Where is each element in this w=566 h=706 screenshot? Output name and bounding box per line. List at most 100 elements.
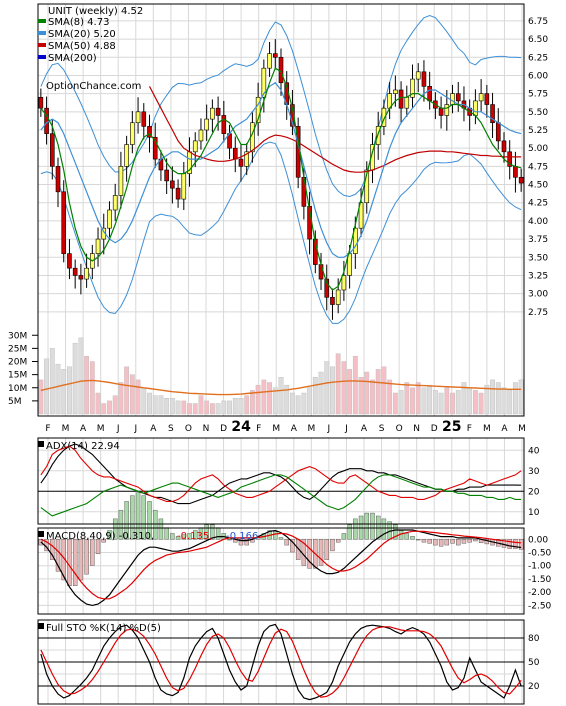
sma20-line [40,81,522,258]
macd-histogram-bar [72,539,78,587]
macd-histogram-bar [273,531,278,540]
x-axis-label: 24 [231,419,251,435]
legend-swatch [38,55,46,59]
volume-bar [152,395,158,415]
candle-body [255,96,261,124]
volume-bar [255,384,261,415]
x-axis-label: M [307,424,315,434]
macd-histogram-bar [107,530,112,540]
volume-bar [278,377,284,415]
volume-bar [375,369,381,415]
macd-histogram-bar [284,539,289,546]
x-axis-label: A [150,424,157,434]
price-tick-label: 4.00 [528,217,548,227]
candle-body [358,202,364,229]
macd-histogram-bar [501,539,507,548]
macd-histogram-bar [456,539,461,546]
volume-panel [38,337,524,415]
candle-body [118,166,124,196]
macd-histogram-bar [95,539,101,555]
candle-body [124,144,129,167]
macd-histogram-bar [341,533,347,540]
candle-body [49,133,55,167]
x-axis-label: O [396,424,403,434]
label-layer: 6.75 6.50 6.25 6.00 5.75 5.50 5.25 5.00 4.75 4.50… [8,6,552,692]
volume-tick-label: 25M [8,344,27,354]
macd-title-part: -0.166 [226,531,258,542]
macd-histogram-bar [238,539,244,546]
panel-border [37,3,525,417]
volume-bar [215,403,221,415]
macd-histogram-bar [444,539,450,546]
volume-bar [495,382,501,415]
volume-bar [415,382,421,415]
candle-body [450,93,455,105]
volume-bar [358,377,364,415]
panel-frames [32,3,525,705]
macd-tick-label: -2.50 [528,601,552,611]
candle-body [518,176,524,184]
candle-body [221,115,227,134]
macd-histogram-bar [118,509,124,540]
x-axis-label: N [203,424,210,434]
sto-tick-label: 80 [528,634,540,644]
volume-bar [261,379,267,415]
macd-histogram-bar [193,530,198,540]
x-axis-label: J [344,424,348,434]
volume-bar [95,392,101,415]
stochastic-panel [38,623,524,701]
x-axis-label: S [168,424,174,434]
adx-tick-label: 10 [528,508,540,518]
candle-body [61,191,67,254]
macd-histogram-bar [135,492,141,540]
volume-bar [295,395,301,415]
macd-line [40,529,522,607]
volume-bar [192,403,198,415]
macd-histogram-bar [416,539,421,541]
volume-bar [290,392,295,415]
macd-histogram-bar [244,539,249,546]
macd-histogram-bar [438,539,444,547]
bollinger-lower [40,141,522,324]
volume-bar [158,395,164,415]
volume-tick-label: 15M [8,371,27,381]
volume-bar [478,392,484,415]
adx-swatch [38,441,44,447]
sto-k-line [40,623,522,701]
adx-tick-label: 40 [528,446,540,456]
panel-border [37,619,525,705]
volume-bar [84,356,90,415]
candle-body [135,111,141,124]
volume-bar [72,342,78,415]
x-axis-label: O [185,424,192,434]
macd-histogram-bar [204,524,209,540]
candle-body [301,176,307,207]
candle-body [170,180,175,189]
candle-body [232,147,238,160]
macd-histogram-bar [290,539,295,553]
volume-bar [187,403,192,415]
volume-bar [209,403,215,415]
volume-bar [318,371,324,415]
adx-line [40,443,522,505]
sma50-line [148,86,522,173]
macd-histogram-bar [393,524,398,540]
volume-bar [147,392,152,415]
volume-bar [284,384,290,415]
volume-tick-label: 5M [8,397,22,407]
price-tick-label: 3.25 [528,271,548,281]
candle-body [415,71,421,80]
macd-histogram-bar [461,539,467,544]
macd-tick-label: -2.00 [528,588,552,598]
macd-histogram-bar [210,524,215,540]
legend-label: SMA(20) 5.20 [48,29,116,40]
macd-histogram-bar [370,512,375,540]
macd-histogram-bar [513,539,518,549]
macd-histogram-bar [353,518,358,540]
volume-bar [501,387,507,415]
macd-histogram-bar [227,539,232,541]
volume-bar [370,379,375,415]
macd-histogram-bar [410,536,415,540]
volume-bar [38,379,44,415]
volume-bar [238,398,244,415]
